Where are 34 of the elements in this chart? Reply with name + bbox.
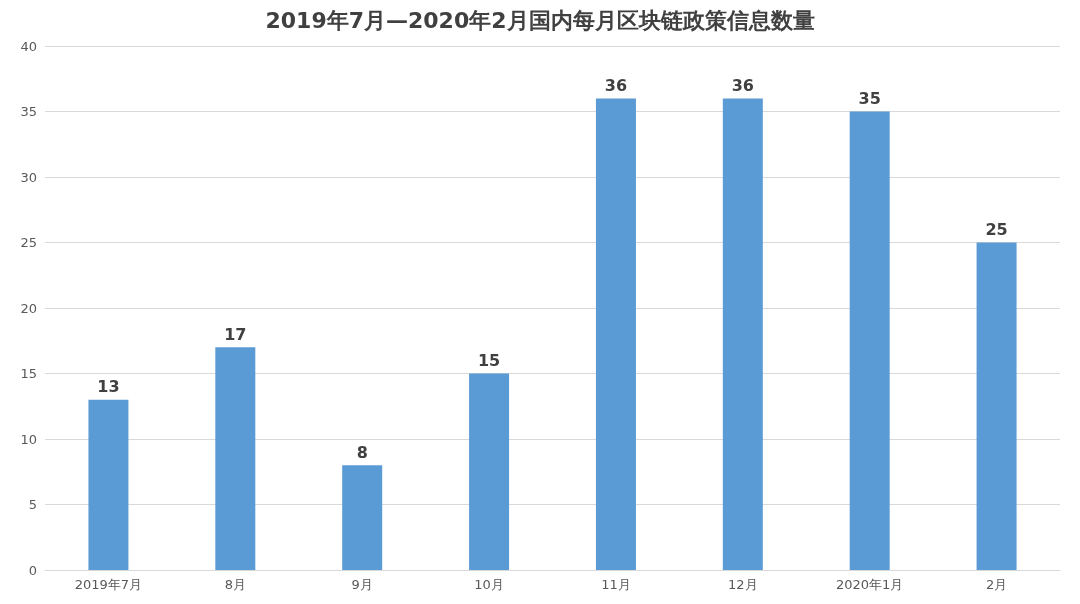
data-label: 17: [224, 324, 247, 344]
x-tick-label: 2020年1月: [836, 577, 904, 592]
x-tick-label: 8月: [224, 577, 246, 592]
data-label: 15: [477, 351, 501, 370]
x-tick-label: 10月: [474, 577, 504, 592]
x-tick-label: 9月: [351, 577, 373, 592]
bar: [342, 465, 383, 570]
bar: [849, 111, 890, 570]
x-tick-label: 2月: [985, 577, 1008, 592]
y-tick-label: 35: [20, 104, 37, 119]
x-tick-label: 11月: [601, 577, 631, 592]
y-tick-label: 10: [20, 431, 37, 447]
bar: [722, 98, 763, 570]
y-tick-label: 25: [20, 235, 37, 250]
y-tick-label: 5: [28, 497, 37, 512]
bar: [215, 347, 256, 570]
x-tick-label: 12月: [728, 577, 758, 592]
data-label: 36: [604, 75, 628, 95]
y-tick-label: 40: [20, 38, 37, 54]
y-tick-label: 15: [20, 366, 37, 381]
chart-title: 2019年7月—2020年2月国内每月区块链政策信息数量: [265, 7, 815, 33]
y-tick-label: 20: [20, 300, 37, 316]
data-label: 8: [356, 442, 368, 462]
x-tick-label: 2019年7月: [74, 577, 143, 592]
bar: [595, 98, 636, 570]
y-tick-label: 0: [28, 562, 37, 578]
data-label: 35: [858, 89, 881, 108]
bar: [88, 399, 129, 570]
data-label: 25: [985, 220, 1008, 239]
y-tick-label: 30: [20, 169, 37, 185]
data-label: 13: [97, 377, 120, 397]
data-label: 36: [731, 75, 754, 95]
bar: [976, 242, 1017, 570]
bar: [469, 373, 510, 570]
